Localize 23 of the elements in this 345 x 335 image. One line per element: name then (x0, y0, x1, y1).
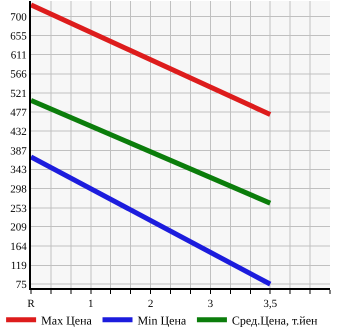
x-tick-label: 3 (208, 298, 214, 310)
x-tick-label: 2 (148, 298, 154, 310)
y-tick-label: 119 (10, 260, 28, 272)
y-tick-label: 298 (10, 183, 28, 196)
x-tick-label: R (27, 298, 36, 310)
y-tick-label: 253 (10, 202, 28, 215)
y-tick-label: 432 (10, 126, 27, 138)
legend-label: Min Цена (138, 313, 187, 328)
y-tick-label: 700 (10, 11, 28, 24)
x-tick-label: 3,5 (263, 298, 278, 310)
legend-label: Max Цена (41, 313, 93, 328)
y-tick-label: 566 (10, 68, 28, 81)
y-tick-label: 611 (10, 49, 27, 62)
y-tick-label: 164 (10, 240, 28, 253)
y-tick-label: 387 (10, 145, 28, 158)
y-tick-label: 209 (10, 222, 28, 234)
y-tick-label: 343 (10, 164, 28, 176)
y-tick-label: 477 (10, 106, 28, 119)
y-tick-label: 655 (10, 30, 28, 43)
y-tick-label: 521 (10, 88, 27, 100)
x-tick-label: 1 (88, 298, 94, 310)
y-tick-label: 75 (16, 278, 28, 291)
legend-label: Сред.Цена, т.йен (232, 313, 318, 328)
